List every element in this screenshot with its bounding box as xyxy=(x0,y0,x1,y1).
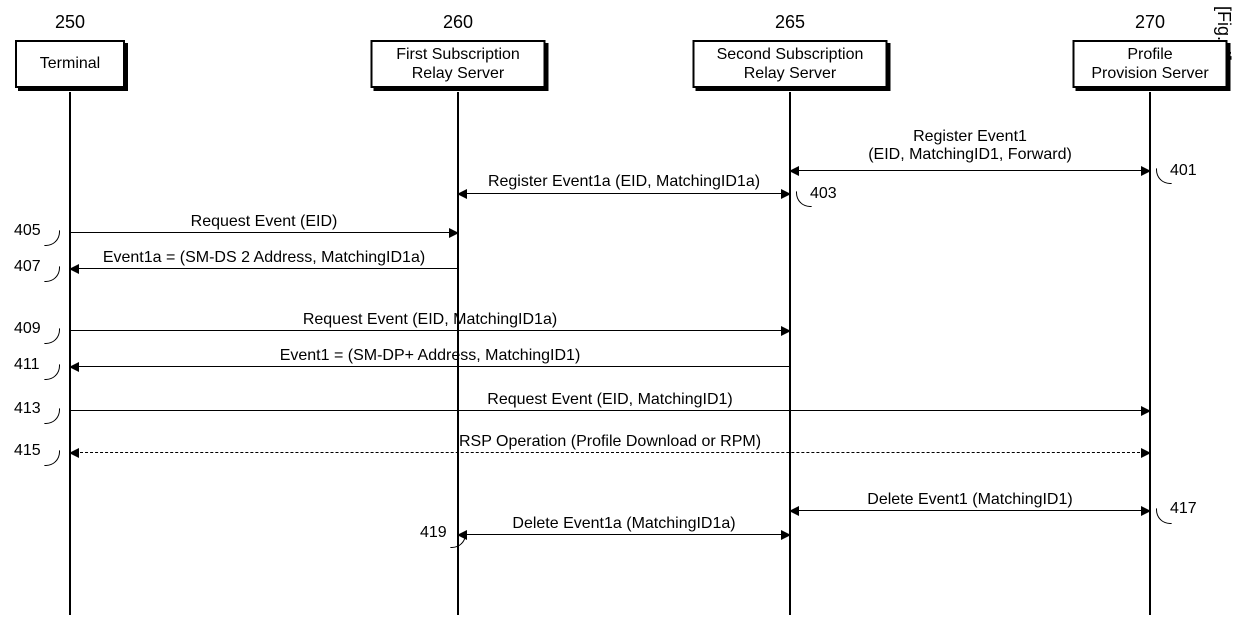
connector-curve xyxy=(1156,168,1172,184)
arrow-left-icon xyxy=(457,189,467,199)
message-label: Register Event1a (EID, MatchingID1a) xyxy=(488,173,760,191)
step-number: 409 xyxy=(14,320,41,338)
arrow-left-icon xyxy=(69,362,79,372)
arrow-right-icon xyxy=(1141,448,1151,458)
step-number: 413 xyxy=(14,400,41,418)
participant-label: Second SubscriptionRelay Server xyxy=(717,45,864,83)
arrow-right-icon xyxy=(781,326,791,336)
message-label: RSP Operation (Profile Download or RPM) xyxy=(459,433,761,451)
connector-curve xyxy=(44,364,60,380)
participant-box-second-relay: Second SubscriptionRelay Server xyxy=(693,40,888,88)
connector-curve xyxy=(44,230,60,246)
message-label: Delete Event1a (MatchingID1a) xyxy=(512,515,735,533)
arrow-right-icon xyxy=(1141,166,1151,176)
connector-curve xyxy=(44,408,60,424)
message-label: Request Event (EID) xyxy=(191,213,338,231)
participant-label: ProfileProvision Server xyxy=(1091,45,1208,83)
arrow-right-icon xyxy=(1141,506,1151,516)
message-label: Delete Event1 (MatchingID1) xyxy=(867,491,1072,509)
arrow-left-icon xyxy=(789,506,799,516)
message-label: Event1a = (SM-DS 2 Address, MatchingID1a… xyxy=(103,249,425,267)
step-number: 411 xyxy=(14,356,40,374)
step-number: 407 xyxy=(14,258,41,276)
arrow-right-icon xyxy=(1141,406,1151,416)
message-line xyxy=(458,193,790,194)
message-label: Register Event1(EID, MatchingID1, Forwar… xyxy=(868,128,1072,163)
connector-curve xyxy=(44,328,60,344)
message-line xyxy=(70,268,458,269)
step-number: 403 xyxy=(810,185,837,203)
message-line xyxy=(70,330,790,331)
connector-curve xyxy=(1156,508,1172,524)
participant-box-provision: ProfileProvision Server xyxy=(1073,40,1228,88)
arrow-left-icon xyxy=(789,166,799,176)
participant-number: 250 xyxy=(55,12,85,33)
step-number: 401 xyxy=(1170,162,1197,180)
lifeline-terminal xyxy=(69,92,71,615)
participant-box-first-relay: First SubscriptionRelay Server xyxy=(371,40,546,88)
connector-curve xyxy=(44,450,60,466)
arrow-left-icon xyxy=(69,448,79,458)
message-label: Event1 = (SM-DP+ Address, MatchingID1) xyxy=(280,347,581,365)
participant-number: 260 xyxy=(443,12,473,33)
connector-curve xyxy=(796,191,812,207)
arrow-right-icon xyxy=(781,530,791,540)
message-line xyxy=(790,170,1150,171)
participant-number: 270 xyxy=(1135,12,1165,33)
message-line xyxy=(70,366,790,367)
message-label: Request Event (EID, MatchingID1a) xyxy=(303,311,557,329)
step-number: 417 xyxy=(1170,500,1197,518)
message-label: Request Event (EID, MatchingID1) xyxy=(487,391,732,409)
arrow-right-icon xyxy=(449,228,459,238)
message-line xyxy=(70,410,1150,411)
message-line xyxy=(790,510,1150,511)
message-line xyxy=(458,534,790,535)
message-line xyxy=(70,232,458,233)
arrow-right-icon xyxy=(781,189,791,199)
participant-box-terminal: Terminal xyxy=(15,40,125,88)
step-number: 405 xyxy=(14,222,41,240)
connector-curve xyxy=(450,532,466,548)
step-number: 415 xyxy=(14,442,41,460)
participant-number: 265 xyxy=(775,12,805,33)
step-number: 419 xyxy=(420,524,447,542)
participant-label: Terminal xyxy=(40,54,100,73)
message-line xyxy=(70,452,1150,453)
sequence-diagram: [Fig. 4] 250Terminal260First Subscriptio… xyxy=(0,0,1240,631)
connector-curve xyxy=(44,266,60,282)
participant-label: First SubscriptionRelay Server xyxy=(396,45,520,83)
arrow-left-icon xyxy=(69,264,79,274)
